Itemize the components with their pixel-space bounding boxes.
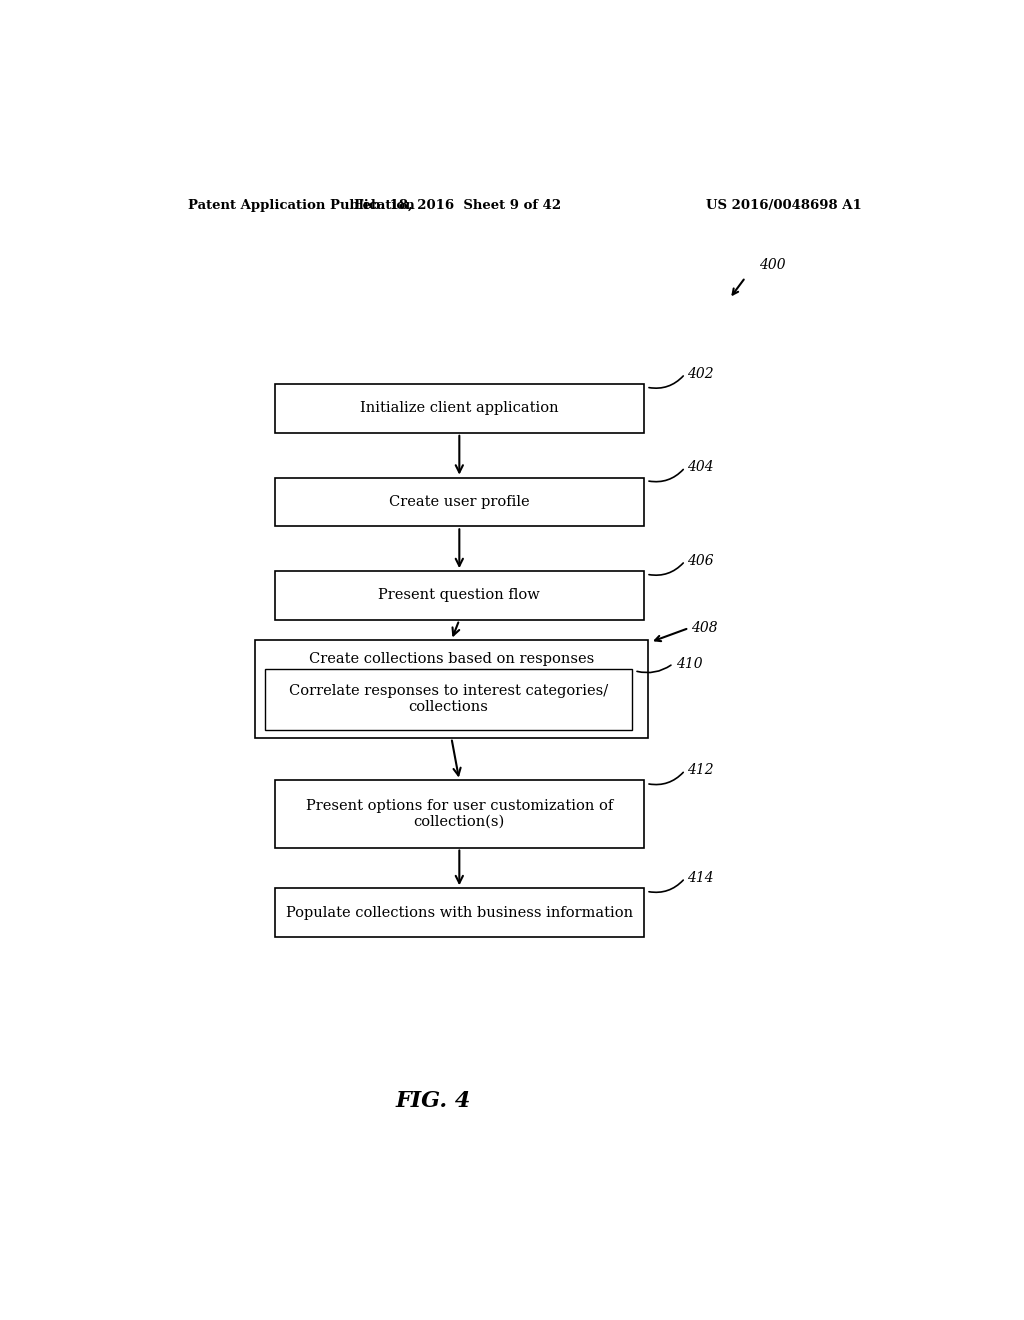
Text: Create user profile: Create user profile (389, 495, 529, 510)
FancyBboxPatch shape (274, 780, 644, 847)
FancyBboxPatch shape (274, 572, 644, 620)
FancyBboxPatch shape (255, 640, 648, 738)
Text: US 2016/0048698 A1: US 2016/0048698 A1 (707, 198, 862, 211)
Text: 414: 414 (687, 871, 714, 884)
Text: Create collections based on responses: Create collections based on responses (309, 652, 594, 667)
Text: Patent Application Publication: Patent Application Publication (187, 198, 415, 211)
FancyBboxPatch shape (274, 478, 644, 527)
Text: 408: 408 (691, 620, 718, 635)
Text: 404: 404 (687, 461, 714, 474)
FancyBboxPatch shape (265, 669, 632, 730)
Text: Feb. 18, 2016  Sheet 9 of 42: Feb. 18, 2016 Sheet 9 of 42 (353, 198, 561, 211)
Text: Initialize client application: Initialize client application (360, 401, 559, 416)
Text: 402: 402 (687, 367, 714, 381)
Text: Present options for user customization of
collection(s): Present options for user customization o… (306, 799, 613, 829)
Text: 410: 410 (676, 656, 702, 671)
FancyBboxPatch shape (274, 888, 644, 937)
Text: Correlate responses to interest categories/
collections: Correlate responses to interest categori… (289, 684, 608, 714)
Text: 400: 400 (759, 259, 785, 272)
Text: 412: 412 (687, 763, 714, 777)
FancyBboxPatch shape (274, 384, 644, 433)
Text: Populate collections with business information: Populate collections with business infor… (286, 906, 633, 920)
Text: FIG. 4: FIG. 4 (396, 1089, 471, 1111)
Text: 406: 406 (687, 554, 714, 568)
Text: Present question flow: Present question flow (379, 589, 541, 602)
